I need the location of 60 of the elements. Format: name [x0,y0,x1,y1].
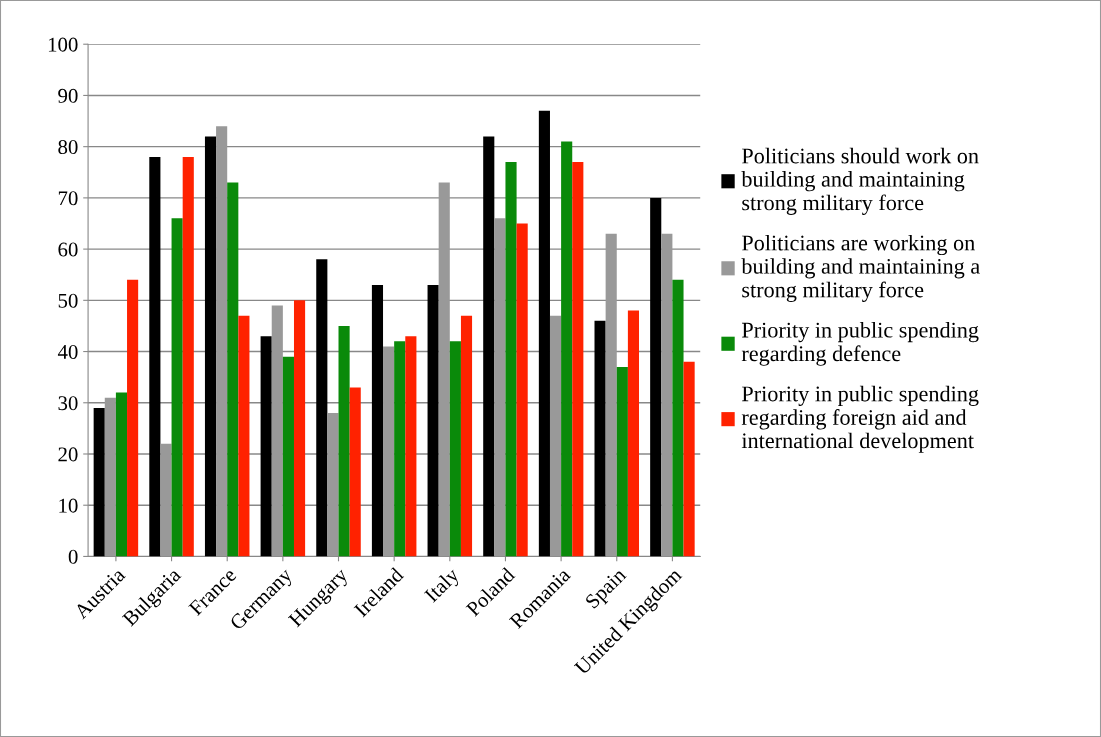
bar [561,141,573,557]
legend-label: Priority in public spending regarding defence [741,321,979,366]
bar [438,182,450,557]
y-tick-label: 90 [58,88,78,103]
bar [627,310,640,557]
bar [683,361,695,557]
bar [182,156,194,557]
bar [316,259,328,557]
bar [538,110,550,557]
legend-label: Priority in public spending regarding foreign aid and international development [741,385,979,453]
bar [661,233,673,557]
bar [171,218,183,557]
bar [650,197,662,557]
bar [616,366,628,557]
bar [293,300,306,557]
y-tick-label: 50 [58,293,78,308]
y-tick-label: 70 [58,191,78,206]
bar [505,162,517,557]
legend-label: Politicians should work on building and maintaining strong military force [741,147,979,215]
bar [394,341,406,557]
bar [549,315,562,557]
bar [383,346,395,557]
bar [227,182,239,557]
y-tick-label: 60 [58,242,78,257]
bar [204,136,217,557]
bar [605,233,617,557]
bar [572,162,584,557]
bar [405,336,417,557]
y-tick-label: 100 [48,37,78,52]
bar [260,336,272,557]
y-tick-label: 0 [68,549,78,564]
bar [594,320,606,557]
bar [104,397,116,557]
y-tick-label: 40 [57,344,78,359]
bar [494,218,506,557]
y-tick-label: 80 [58,140,78,155]
bar [160,443,172,557]
bar [149,156,161,557]
bar [371,284,384,557]
bar [483,136,495,557]
bar [282,356,294,557]
y-tick-label: 30 [58,396,78,411]
bar [93,407,105,557]
x-tick-label: Italy [423,566,464,607]
bar [127,279,139,557]
bar [672,279,684,557]
bar [460,315,473,557]
bar [427,284,439,557]
bar [338,325,350,557]
bar [271,305,283,557]
bar [115,392,128,557]
bar [449,341,461,557]
y-tick-label: 10 [59,498,78,513]
bar [349,387,361,557]
bar [327,413,339,557]
bar [216,126,228,557]
y-tick-label: 20 [58,447,78,462]
bar [238,315,250,557]
legend-label: Politicians are working on building and maintaining a strong military force [741,234,980,302]
bar [516,223,528,557]
